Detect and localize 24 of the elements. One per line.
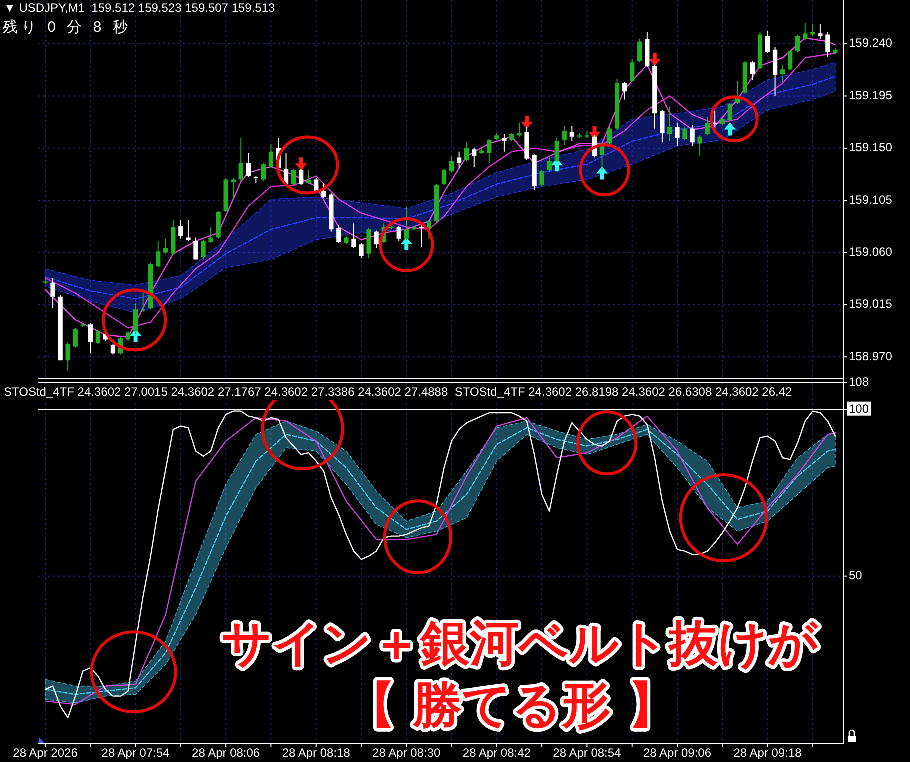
- annotation: STOStd_4TF 24.3602 27.0015 24.3602 27.1767 24.3602 27.3386 24.3602 27.4888 STOStd_4TF 24.3602 26.8198 24.3602 26.6308 24.3602 26.42: [4, 385, 793, 399]
- y-tick-label: 159.105: [849, 192, 893, 207]
- y-tick-label: 50: [849, 568, 863, 582]
- x-tick-label: 28 Apr 08:18: [282, 746, 351, 760]
- annotation: ▼ USDJPY,M1 159.512 159.523 159.507 159.513: [4, 1, 276, 15]
- y-tick-label: 159.015: [849, 297, 893, 312]
- y-tick-label: 108: [849, 375, 870, 390]
- x-tick-label: 28 Apr 07:54: [102, 746, 170, 760]
- x-tick-label: 28 Apr 09:06: [643, 746, 712, 760]
- x-tick-label: 28 Apr 08:30: [372, 746, 441, 760]
- x-tick-label: 28 Apr 08:54: [553, 746, 622, 760]
- x-tick-label: 28 Apr 09:18: [734, 746, 802, 760]
- y-tick-label: 159.060: [849, 244, 893, 259]
- x-tick-label: 28 Apr 08:42: [462, 746, 532, 760]
- y-tick-label: 159.195: [849, 88, 893, 102]
- x-tick-label: 28 Apr 2026: [13, 746, 78, 760]
- annotation: 残り 0 分 8 秒: [3, 19, 132, 36]
- y-tick-label: 159.150: [849, 140, 893, 155]
- y-tick-label: 158.970: [849, 349, 893, 364]
- x-tick-label: 28 Apr 08:06: [192, 746, 260, 760]
- y-tick-label: 100: [849, 402, 870, 416]
- annotation: サイン＋銀河ベルト抜けが: [222, 615, 819, 672]
- annotation: 【 勝てる形 】: [346, 677, 678, 734]
- y-tick-label: 159.240: [849, 36, 893, 50]
